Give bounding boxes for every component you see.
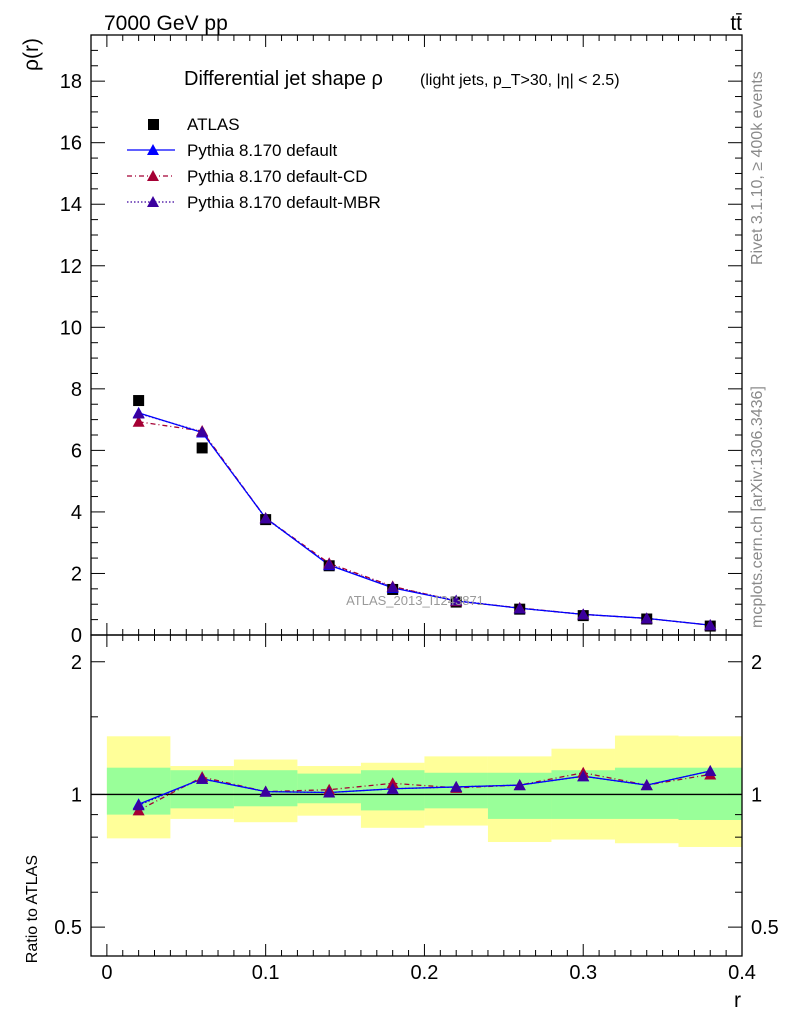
ratio-y-tick-label: 0.5	[54, 917, 82, 939]
legend-label: Pythia 8.170 default-MBR	[187, 193, 381, 212]
ratio-series-line	[138, 770, 711, 805]
mc-data-point	[259, 512, 272, 524]
ratio-data-point	[640, 779, 653, 791]
mc-data-point	[132, 407, 145, 419]
mc-data-point	[640, 612, 653, 624]
ratio-panel: 0 0.1 0.2 0.3 0.4 0.5 0.5 1 1 2 2	[54, 634, 779, 984]
legend-marker	[147, 144, 159, 155]
x-tick-label: 0.3	[569, 962, 597, 984]
legend-label: Pythia 8.170 default-CD	[187, 167, 368, 186]
ratio-data-point	[577, 770, 590, 782]
ratio-y-tick-label: 2	[71, 652, 82, 674]
ratio-data-point	[323, 786, 336, 798]
ratio-data-point	[704, 765, 717, 777]
chart-title-detail: (light jets, p_T>30, |η| < 2.5)	[420, 72, 620, 89]
ratio-series-line	[138, 772, 711, 811]
ratio-y-tick-label-right: 2	[751, 652, 762, 674]
y-tick-label: 18	[60, 71, 82, 93]
main-y-axis-label: ρ(r)	[20, 38, 43, 71]
x-tick-label: 0.4	[728, 962, 756, 984]
legend-marker	[148, 119, 159, 130]
mc-data-point	[450, 594, 463, 606]
mc-data-point	[323, 558, 336, 570]
ratio-data-point	[450, 780, 463, 792]
x-axis-label: r	[734, 989, 741, 1012]
mc-data-point	[132, 415, 145, 427]
y-tick-label: 14	[60, 194, 82, 216]
y-tick-label: 0	[71, 625, 82, 647]
x-tick-label: 0.2	[411, 962, 439, 984]
y-tick-label: 2	[71, 563, 82, 585]
y-tick-label: 12	[60, 256, 82, 278]
ratio-y-tick-label: 1	[71, 784, 82, 806]
ratio-data-point	[513, 779, 526, 791]
y-tick-label: 10	[60, 317, 82, 339]
legend: ATLAS Pythia 8.170 default Pythia 8.170 de…	[127, 115, 381, 212]
y-tick-label: 6	[71, 440, 82, 462]
y-tick-label: 8	[71, 379, 82, 401]
ratio-y-axis-label: Ratio to ATLAS	[24, 855, 41, 963]
ratio-data-point	[196, 772, 209, 784]
ratio-data-point	[132, 799, 145, 811]
energy-label: 7000 GeV pp	[104, 12, 228, 35]
legend-label: ATLAS	[187, 115, 240, 134]
series-line	[138, 412, 711, 626]
legend-marker	[147, 170, 159, 181]
mc-data-point	[704, 619, 717, 631]
main-frame	[90, 34, 743, 636]
ratio-y-tick-label-right: 0.5	[751, 917, 779, 939]
uncertainty-band-stat	[614, 767, 679, 819]
atlas-data-point	[196, 442, 208, 454]
y-tick-label: 4	[71, 502, 82, 524]
y-tick-label: 16	[60, 133, 82, 155]
ratio-data-point	[259, 785, 272, 797]
rivet-version-label: Rivet 3.1.10, ≥ 400k events	[749, 71, 766, 265]
legend-marker	[147, 196, 159, 207]
legend-label: Pythia 8.170 default	[187, 141, 338, 160]
ratio-data-point	[386, 782, 399, 794]
mc-data-point	[196, 425, 209, 437]
mc-data-point	[577, 608, 590, 620]
x-tick-label: 0.1	[252, 962, 280, 984]
source-label: mcplots.cern.ch [arXiv:1306.3436]	[749, 386, 766, 628]
x-tick-label: 0	[101, 962, 112, 984]
analysis-watermark: ATLAS_2013_I1243871	[346, 593, 484, 608]
process-label: tt̄	[730, 12, 742, 35]
atlas-data-point	[133, 395, 145, 407]
chart-title: Differential jet shape ρ	[184, 68, 383, 90]
mc-data-point	[513, 602, 526, 614]
mc-data-point	[386, 581, 399, 592]
ratio-y-tick-label-right: 1	[751, 784, 762, 806]
